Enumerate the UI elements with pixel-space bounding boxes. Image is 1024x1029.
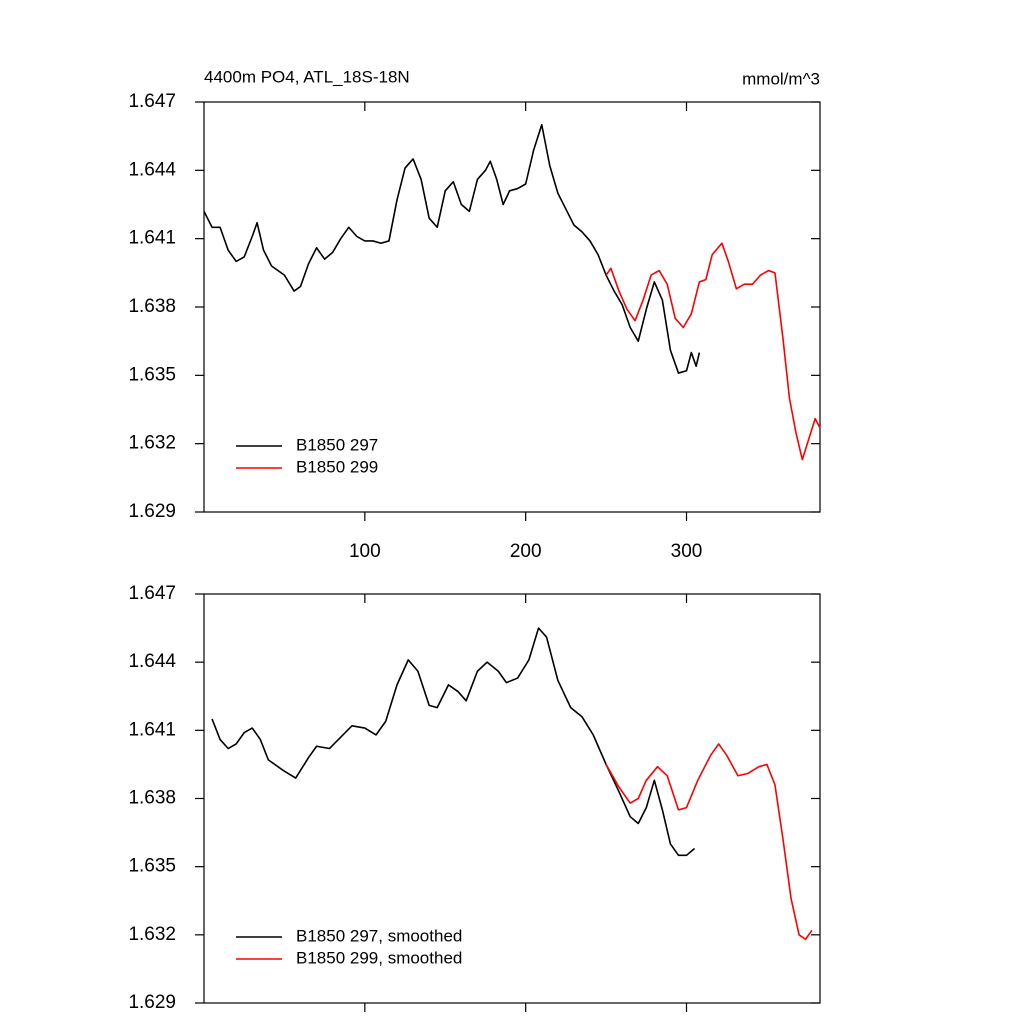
y-tick-label: 1.635 [128,364,176,385]
y-tick-label: 1.635 [128,856,176,877]
y-tick-label: 1.632 [128,924,176,945]
y-tick-label: 1.647 [128,583,176,604]
y-tick-label: 1.629 [128,992,176,1013]
legend-label: B1850 299 [296,457,378,476]
y-tick-label: 1.638 [128,296,176,317]
y-tick-label: 1.644 [128,651,176,672]
y-tick-label: 1.629 [128,501,176,522]
y-tick-label: 1.647 [128,91,176,112]
legend-label: B1850 297 [296,435,378,454]
y-tick-label: 1.638 [128,788,176,809]
chart-title: 4400m PO4, ATL_18S-18N [204,67,410,86]
y-tick-label: 1.644 [128,159,176,180]
data-line [605,242,821,461]
y-tick-label: 1.641 [128,228,176,249]
y-tick-label: 1.641 [128,719,176,740]
data-line [211,627,696,857]
x-tick-label: 100 [349,541,381,562]
legend-label: B1850 299, smoothed [296,948,462,967]
legend-label: B1850 297, smoothed [296,926,462,945]
x-tick-label: 300 [671,541,703,562]
data-line [203,123,701,374]
x-tick-label: 200 [510,541,542,562]
data-line [605,743,813,941]
units-label: mmol/m^3 [742,69,820,88]
y-tick-label: 1.632 [128,433,176,454]
